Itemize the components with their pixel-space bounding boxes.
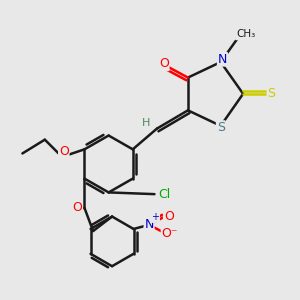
Text: O: O <box>164 210 174 223</box>
Text: O: O <box>159 57 169 70</box>
Text: Cl: Cl <box>158 188 170 201</box>
Text: O⁻: O⁻ <box>161 227 178 240</box>
Text: +: + <box>151 212 159 222</box>
Text: O: O <box>59 145 69 158</box>
Text: S: S <box>267 87 275 100</box>
Text: O: O <box>72 201 82 214</box>
Text: S: S <box>217 121 225 134</box>
Text: N: N <box>218 53 227 66</box>
Text: H: H <box>142 118 151 128</box>
Text: N: N <box>144 218 154 231</box>
Text: CH₃: CH₃ <box>236 29 255 40</box>
